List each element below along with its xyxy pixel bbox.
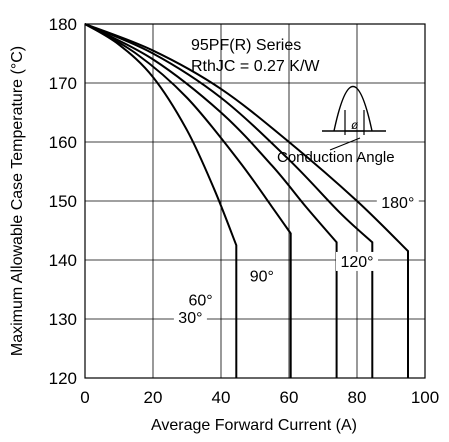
series-label-bg bbox=[184, 290, 218, 310]
series-line bbox=[84, 23, 374, 378]
x-tick-label: 20 bbox=[144, 388, 163, 407]
inset-pointer bbox=[329, 137, 361, 151]
x-tick-labels: 0 20 40 60 80 100 bbox=[80, 388, 439, 407]
series-lines bbox=[84, 23, 409, 378]
series-label: 90° bbox=[250, 269, 274, 286]
series-label-bg bbox=[173, 308, 207, 327]
y-tick-label: 160 bbox=[49, 133, 77, 152]
plot-frame bbox=[84, 23, 426, 379]
series-line bbox=[84, 23, 292, 378]
chart-subtitle: RthJC = 0.27 K/W bbox=[191, 58, 320, 75]
series-label: 120° bbox=[340, 254, 373, 271]
x-tick-label: 0 bbox=[80, 388, 89, 407]
x-tick-label: 60 bbox=[280, 388, 299, 407]
series-label: 60° bbox=[188, 292, 212, 309]
y-tick-label: 150 bbox=[49, 192, 77, 211]
y-tick-label: 130 bbox=[49, 310, 77, 329]
series-label: 30° bbox=[178, 310, 202, 327]
series-label: 180° bbox=[381, 195, 414, 212]
x-tick-label: 80 bbox=[348, 388, 367, 407]
x-tick-label: 40 bbox=[212, 388, 231, 407]
inset-halfwave bbox=[333, 85, 373, 132]
x-tick-label: 100 bbox=[411, 388, 439, 407]
series-label-bg bbox=[245, 266, 279, 286]
chart-title: 95PF(R) Series bbox=[191, 37, 301, 54]
y-axis-title: Maximum Allowable Case Temperature (°C) bbox=[9, 46, 26, 356]
inset-symbol: ø bbox=[351, 118, 359, 132]
inset-label: Conduction Angle bbox=[277, 149, 395, 166]
series-labels: 30°60° 90° 120° 180° bbox=[173, 192, 419, 327]
series-label-bg bbox=[376, 192, 419, 212]
y-tick-label: 140 bbox=[49, 251, 77, 270]
y-tick-label: 180 bbox=[49, 15, 77, 34]
series-line bbox=[84, 23, 409, 378]
y-tick-label: 120 bbox=[49, 369, 77, 388]
y-tick-labels: 120 130 140 150 160 170 180 bbox=[49, 15, 77, 388]
grid bbox=[85, 24, 425, 378]
y-tick-label: 170 bbox=[49, 74, 77, 93]
series-line bbox=[84, 23, 338, 378]
conduction-angle-inset: ø bbox=[322, 85, 386, 151]
series-label-bg bbox=[336, 251, 378, 271]
x-axis-title: Average Forward Current (A) bbox=[151, 417, 357, 434]
series-line bbox=[84, 23, 238, 378]
